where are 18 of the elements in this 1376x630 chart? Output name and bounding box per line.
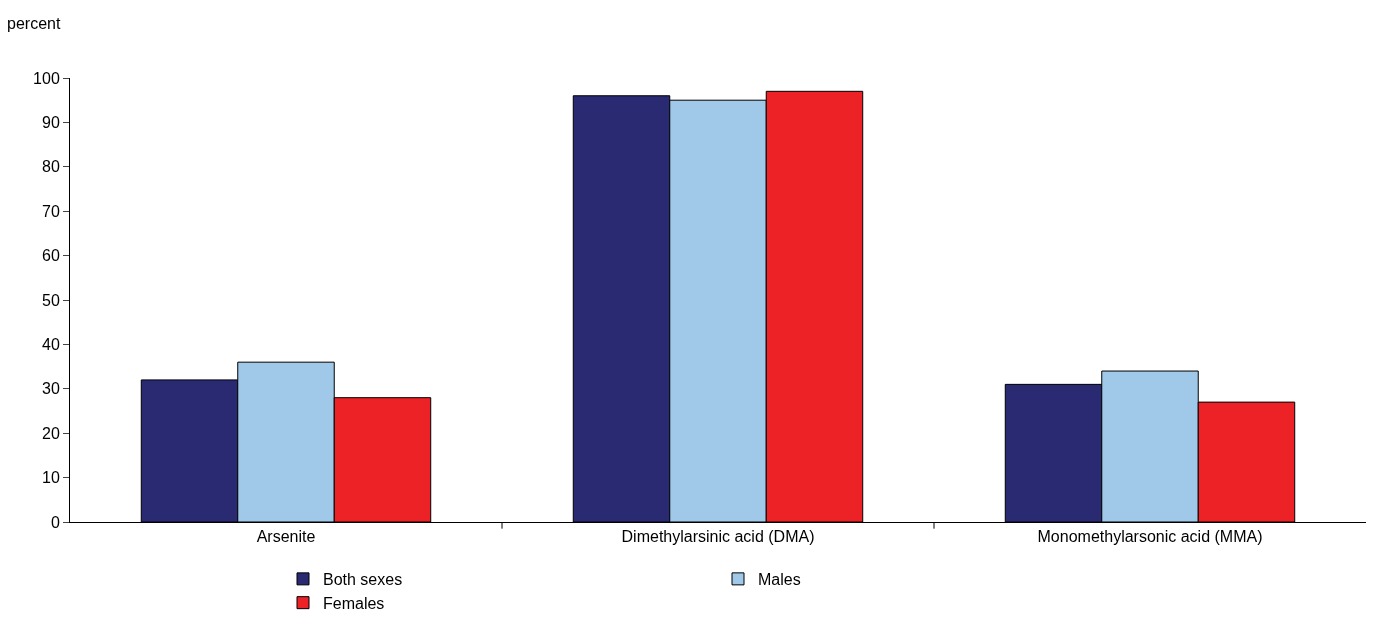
legend-label: Males xyxy=(758,571,801,589)
y-tick-label: 10 xyxy=(42,469,60,487)
y-tick-label: 90 xyxy=(42,114,60,131)
x-tick-label: Dimethylarsinic acid (DMA) xyxy=(621,528,815,546)
y-tick-label: 40 xyxy=(42,336,60,353)
y-axis-title: percent xyxy=(7,15,61,32)
x-tick-label: Monomethylarsonic acid (MMA) xyxy=(1037,528,1263,546)
y-tick-label: 60 xyxy=(42,247,60,265)
legend-label: Both sexes xyxy=(323,571,403,589)
y-tick-label: 20 xyxy=(42,424,60,442)
y-tick-label: 50 xyxy=(42,291,60,309)
y-tick-label: 0 xyxy=(50,513,60,531)
y-tick-label: 30 xyxy=(42,380,60,398)
y-tick-label: 80 xyxy=(42,158,60,176)
y-tick-label: 100 xyxy=(33,69,60,87)
y-tick-label: 70 xyxy=(42,202,60,220)
legend-label: Females xyxy=(323,594,385,612)
x-tick-label: Arsenite xyxy=(256,528,316,546)
